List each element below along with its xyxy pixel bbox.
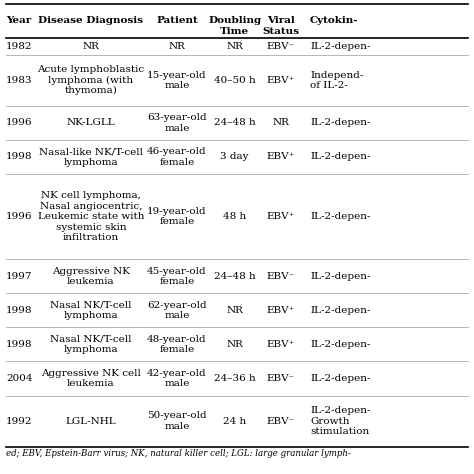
Text: Nasal-like NK/T-cell
lymphoma: Nasal-like NK/T-cell lymphoma (39, 147, 143, 167)
Text: IL-2-depen-: IL-2-depen- (310, 118, 371, 128)
Text: 1998: 1998 (6, 306, 33, 315)
Text: 1996: 1996 (6, 212, 33, 221)
Text: Nasal NK/T-cell
lymphoma: Nasal NK/T-cell lymphoma (50, 335, 132, 354)
Text: 24 h: 24 h (223, 417, 246, 426)
Text: Nasal NK/T-cell
lymphoma: Nasal NK/T-cell lymphoma (50, 301, 132, 320)
Text: 48-year-old
female: 48-year-old female (147, 335, 207, 354)
Text: 48 h: 48 h (223, 212, 246, 221)
Text: IL-2-depen-
Growth
stimulation: IL-2-depen- Growth stimulation (310, 406, 371, 436)
Text: IL-2-depen-: IL-2-depen- (310, 340, 371, 349)
Text: EBV⁺: EBV⁺ (266, 306, 295, 315)
Text: 2004: 2004 (6, 374, 33, 383)
Text: Cytokin-: Cytokin- (310, 17, 358, 26)
Text: NK-LGLL: NK-LGLL (67, 118, 115, 128)
Text: 40–50 h: 40–50 h (214, 76, 255, 85)
Text: IL-2-depen-: IL-2-depen- (310, 42, 371, 51)
Text: NR: NR (82, 42, 100, 51)
Text: EBV⁻: EBV⁻ (266, 272, 295, 281)
Text: LGL-NHL: LGL-NHL (65, 417, 116, 426)
Text: Patient: Patient (156, 17, 198, 26)
Text: 1992: 1992 (6, 417, 33, 426)
Text: EBV⁺: EBV⁺ (266, 340, 295, 349)
Text: NR: NR (226, 42, 243, 51)
Text: NR: NR (168, 42, 185, 51)
Text: NR: NR (226, 340, 243, 349)
Text: Aggressive NK
leukemia: Aggressive NK leukemia (52, 266, 130, 286)
Text: 15-year-old
male: 15-year-old male (147, 71, 207, 90)
Text: 1982: 1982 (6, 42, 33, 51)
Text: EBV⁻: EBV⁻ (266, 42, 295, 51)
Text: 45-year-old
female: 45-year-old female (147, 266, 207, 286)
Text: Year: Year (6, 17, 31, 26)
Text: IL-2-depen-: IL-2-depen- (310, 212, 371, 221)
Text: Doubling
Time: Doubling Time (208, 17, 261, 36)
Text: 3 day: 3 day (220, 153, 249, 162)
Text: Viral
Status: Viral Status (262, 17, 299, 36)
Text: EBV⁺: EBV⁺ (266, 212, 295, 221)
Text: NR: NR (226, 306, 243, 315)
Text: ed; EBV, Epstein-Barr virus; NK, natural killer cell; LGL: large granular lymph-: ed; EBV, Epstein-Barr virus; NK, natural… (6, 449, 351, 458)
Text: NK cell lymphoma,
Nasal angiocentric,
Leukemic state with
systemic skin
infiltra: NK cell lymphoma, Nasal angiocentric, Le… (37, 191, 144, 242)
Text: 63-year-old
male: 63-year-old male (147, 113, 207, 133)
Text: Acute lymphoblastic
lymphoma (with
thymoma): Acute lymphoblastic lymphoma (with thymo… (37, 65, 145, 95)
Text: IL-2-depen-: IL-2-depen- (310, 374, 371, 383)
Text: Disease Diagnosis: Disease Diagnosis (38, 17, 144, 26)
Text: EBV⁻: EBV⁻ (266, 417, 295, 426)
Text: NR: NR (272, 118, 289, 128)
Text: 1998: 1998 (6, 153, 33, 162)
Text: 1996: 1996 (6, 118, 33, 128)
Text: IL-2-depen-: IL-2-depen- (310, 153, 371, 162)
Text: IL-2-depen-: IL-2-depen- (310, 306, 371, 315)
Text: EBV⁻: EBV⁻ (266, 374, 295, 383)
Text: 50-year-old
male: 50-year-old male (147, 411, 207, 431)
Text: IL-2-depen-: IL-2-depen- (310, 272, 371, 281)
Text: 24–36 h: 24–36 h (214, 374, 255, 383)
Text: Independ-
of IL-2-: Independ- of IL-2- (310, 71, 364, 90)
Text: EBV⁺: EBV⁺ (266, 153, 295, 162)
Text: 1998: 1998 (6, 340, 33, 349)
Text: 1983: 1983 (6, 76, 33, 85)
Text: Aggressive NK cell
leukemia: Aggressive NK cell leukemia (41, 369, 141, 388)
Text: 62-year-old
male: 62-year-old male (147, 301, 207, 320)
Text: 19-year-old
female: 19-year-old female (147, 207, 207, 226)
Text: EBV⁺: EBV⁺ (266, 76, 295, 85)
Text: 24–48 h: 24–48 h (214, 118, 255, 128)
Text: 24–48 h: 24–48 h (214, 272, 255, 281)
Text: 1997: 1997 (6, 272, 33, 281)
Text: 46-year-old
female: 46-year-old female (147, 147, 207, 167)
Text: 42-year-old
male: 42-year-old male (147, 369, 207, 388)
